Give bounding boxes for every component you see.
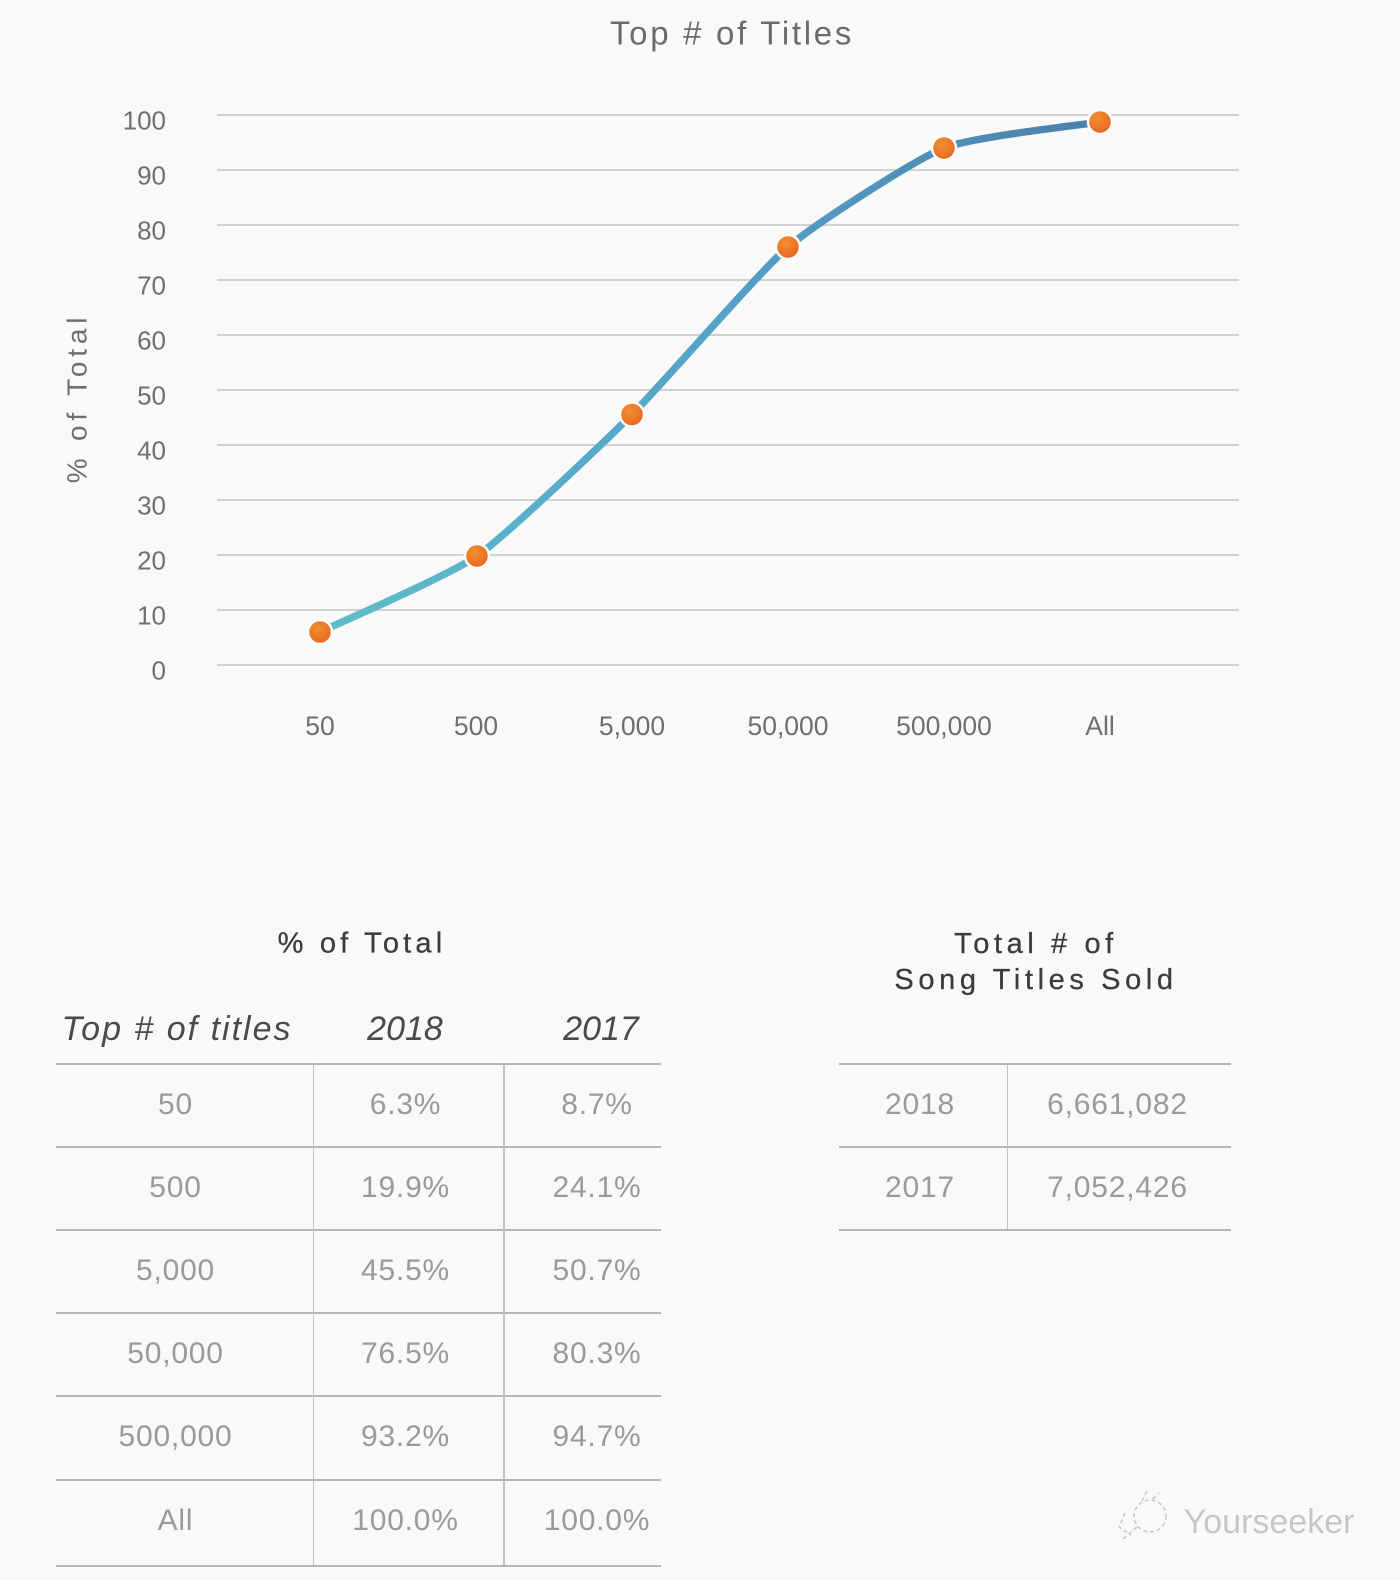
svg-text:40: 40 [137, 436, 166, 466]
svg-text:100: 100 [123, 106, 166, 136]
svg-text:5,000: 5,000 [599, 711, 665, 741]
svg-text:50: 50 [137, 381, 166, 411]
svg-text:10: 10 [137, 601, 166, 631]
svg-text:500,000: 500,000 [896, 711, 992, 741]
svg-text:50,000: 50,000 [747, 711, 828, 741]
svg-text:60: 60 [137, 326, 166, 356]
svg-text:Top # of Titles: Top # of Titles [610, 15, 854, 52]
svg-text:All: All [1085, 711, 1114, 741]
svg-text:80: 80 [137, 216, 166, 246]
svg-text:70: 70 [137, 271, 166, 301]
svg-text:500: 500 [454, 711, 498, 741]
svg-text:30: 30 [137, 491, 166, 521]
svg-text:20: 20 [137, 546, 166, 576]
svg-text:% of Total: % of Total [62, 313, 93, 483]
svg-text:90: 90 [137, 161, 166, 191]
svg-text:50: 50 [305, 711, 334, 741]
svg-text:0: 0 [152, 656, 166, 686]
